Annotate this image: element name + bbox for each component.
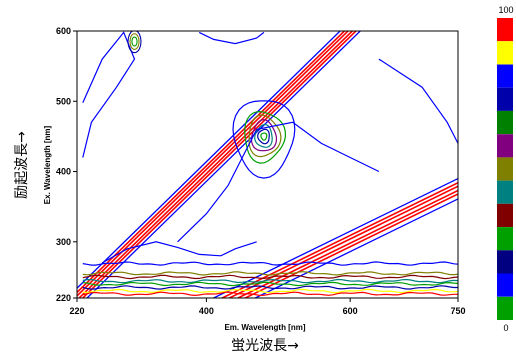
peak-contour xyxy=(232,100,296,179)
color-scale-bar xyxy=(497,18,513,320)
x-tick-label: 600 xyxy=(343,306,358,316)
x-axis-label-jp: 蛍光波長→ xyxy=(231,338,299,354)
corner-contour xyxy=(127,31,142,54)
low-ex-contour xyxy=(82,271,458,276)
rayleigh-2nd-line xyxy=(243,193,458,298)
peak-contour xyxy=(250,119,278,152)
axis-ticks: 220 400 600 750 220 300 400 500 600 xyxy=(56,26,466,316)
envelope-contour xyxy=(101,241,257,264)
colorbar-segment xyxy=(497,227,513,251)
colorbar-segment xyxy=(497,110,513,135)
rayleigh-1st-line xyxy=(81,31,358,298)
low-ex-contour xyxy=(82,261,458,266)
low-ex-contour xyxy=(82,274,458,280)
rayleigh-1st-line xyxy=(77,31,350,298)
envelope-contour xyxy=(198,31,265,45)
colorbar-segment xyxy=(497,41,513,65)
rayleigh-2nd-line xyxy=(220,181,458,298)
peak-contour xyxy=(248,114,282,158)
colorbar-segment xyxy=(497,180,513,204)
colorbar-min-label: 0 xyxy=(503,323,508,333)
colorbar-segment xyxy=(497,64,513,88)
y-tick-label: 600 xyxy=(56,26,71,36)
rayleigh-1st-line xyxy=(77,31,342,290)
y-axis-label-jp: 励起波長→ xyxy=(14,131,30,199)
low-ex-contour xyxy=(82,285,458,290)
peak-contour xyxy=(257,128,270,145)
y-tick-label: 220 xyxy=(56,293,71,303)
rayleigh-2nd-line xyxy=(227,185,458,298)
peak-contour xyxy=(244,110,287,164)
contour-lines xyxy=(77,31,458,298)
corner-contour xyxy=(131,36,138,47)
low-ex-contour xyxy=(82,288,458,294)
colorbar-segment xyxy=(497,18,513,42)
envelope-contour xyxy=(177,121,380,243)
colorbar-segment xyxy=(497,250,513,274)
envelope-contour xyxy=(82,31,136,158)
colorbar-segment xyxy=(497,203,513,227)
x-axis-label: Em. Wavelength [nm] xyxy=(224,323,305,332)
rayleigh-1st-line xyxy=(78,31,354,298)
rayleigh-2nd-line xyxy=(253,198,458,298)
peak-contour xyxy=(260,132,268,141)
colorbar-segment xyxy=(497,273,513,297)
colorbar-segment xyxy=(497,296,513,320)
low-ex-contour xyxy=(82,278,458,284)
y-tick-label: 300 xyxy=(56,237,71,247)
colorbar-segment xyxy=(497,87,513,111)
y-tick-label: 400 xyxy=(56,167,71,177)
peak-contour xyxy=(254,123,273,148)
x-tick-label: 750 xyxy=(450,306,465,316)
x-tick-label: 220 xyxy=(69,306,84,316)
colorbar-segment xyxy=(497,157,513,181)
y-axis-label: Ex. Wavelength [nm] xyxy=(43,125,52,204)
plot-frame xyxy=(76,30,459,299)
envelope-contour xyxy=(378,58,458,144)
corner-contour xyxy=(129,33,140,50)
y-tick-label: 500 xyxy=(56,96,71,106)
low-ex-contour xyxy=(82,281,458,287)
colorbar-segment xyxy=(497,134,513,158)
rayleigh-2nd-line xyxy=(236,189,458,298)
colorbar-max-label: 100 xyxy=(498,5,513,15)
rayleigh-1st-line xyxy=(86,31,362,298)
x-tick-label: 400 xyxy=(199,306,214,316)
rayleigh-2nd-line xyxy=(212,177,458,298)
low-ex-contour xyxy=(82,291,458,297)
